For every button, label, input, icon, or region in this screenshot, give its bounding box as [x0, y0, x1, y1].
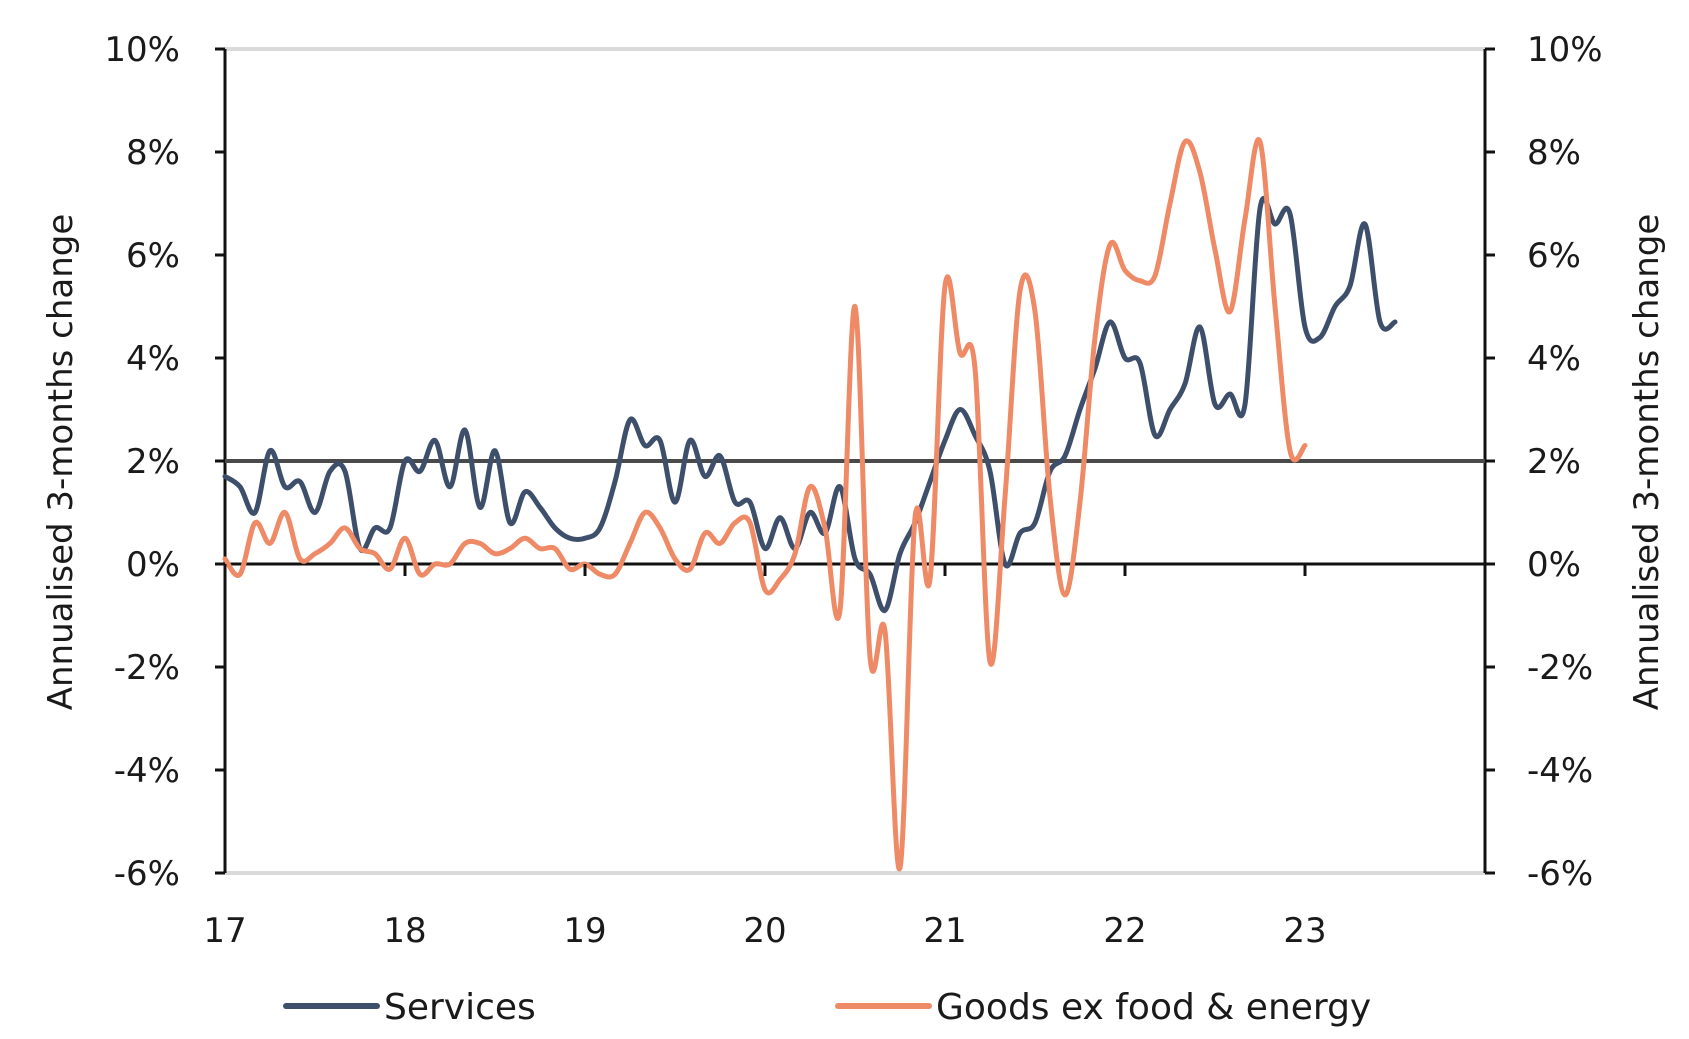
series-line-goods	[222, 137, 1308, 872]
series-line-services	[222, 195, 1398, 613]
right-tick-label: -2%	[1527, 648, 1593, 688]
right-tick-label: 10%	[1527, 30, 1603, 70]
x-tick-label: 21	[923, 911, 966, 951]
left-tick-label: 2%	[126, 442, 180, 482]
left-tick-label: 10%	[104, 30, 180, 70]
right-tick-label: -4%	[1527, 751, 1593, 791]
x-tick-label: 23	[1283, 911, 1326, 951]
x-tick-label: 17	[203, 911, 246, 951]
left-axis-title: Annualised 3-months change	[41, 214, 81, 711]
right-tick-label: 8%	[1527, 133, 1581, 173]
right-tick-label: -6%	[1527, 854, 1593, 894]
x-axis: 17 18 19 20 21 22 23	[203, 564, 1327, 951]
left-tick-label: -2%	[114, 648, 180, 688]
legend-label-services: Services	[384, 987, 536, 1028]
right-y-axis: 10% 8% 6% 4% 2% 0% -2% -4% -6%	[1485, 30, 1603, 894]
right-tick-label: 0%	[1527, 545, 1581, 585]
x-tick-label: 18	[383, 911, 426, 951]
right-tick-label: 6%	[1527, 236, 1581, 276]
legend-label-goods: Goods ex food & energy	[936, 987, 1371, 1028]
left-tick-label: 4%	[126, 339, 180, 379]
x-tick-label: 22	[1103, 911, 1146, 951]
left-y-axis: 10% 8% 6% 4% 2% 0% -2% -4% -6%	[104, 30, 225, 894]
left-tick-label: 8%	[126, 133, 180, 173]
right-tick-label: 4%	[1527, 339, 1581, 379]
left-tick-label: 6%	[126, 236, 180, 276]
left-tick-label: 0%	[126, 545, 180, 585]
series-lines	[222, 137, 1398, 872]
left-tick-label: -6%	[114, 854, 180, 894]
x-tick-label: 19	[563, 911, 606, 951]
left-tick-label: -4%	[114, 751, 180, 791]
x-tick-label: 20	[743, 911, 786, 951]
right-tick-label: 2%	[1527, 442, 1581, 482]
legend: Services Goods ex food & energy	[283, 987, 1371, 1028]
right-axis-title: Annualised 3-months change	[1627, 214, 1667, 711]
